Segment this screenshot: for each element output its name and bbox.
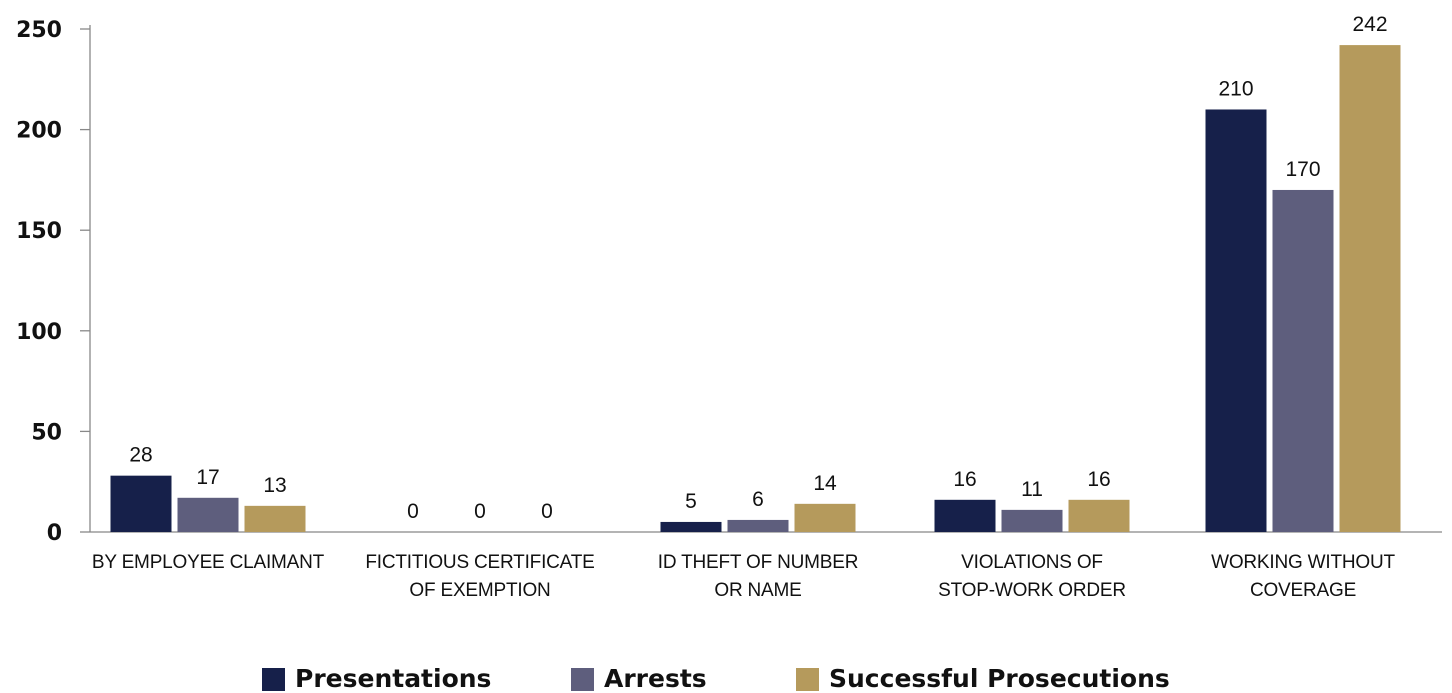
bar-successful-prosecutions xyxy=(1068,499,1130,532)
data-label: 28 xyxy=(129,444,152,467)
y-tick-label: 50 xyxy=(31,420,62,445)
bar-arrests xyxy=(177,497,239,532)
data-label: 11 xyxy=(1021,478,1043,501)
data-label: 242 xyxy=(1352,13,1387,36)
bar-successful-prosecutions xyxy=(794,503,856,532)
x-category-label: WORKING WITHOUT xyxy=(1211,552,1395,573)
bar-successful-prosecutions xyxy=(1339,45,1401,532)
y-tick-label: 250 xyxy=(16,18,62,43)
legend-swatch xyxy=(571,667,594,691)
legend-label: Arrests xyxy=(604,664,707,693)
data-label: 14 xyxy=(813,472,837,495)
data-label: 16 xyxy=(953,468,976,491)
data-label: 13 xyxy=(263,474,286,497)
y-tick-label: 200 xyxy=(16,119,62,144)
x-category-label: ID THEFT OF NUMBER xyxy=(658,552,858,573)
x-category-label: OR NAME xyxy=(714,580,801,601)
y-tick-label: 0 xyxy=(47,521,62,546)
data-label: 17 xyxy=(196,466,219,489)
legend-item: Arrests xyxy=(571,666,707,692)
legend-item: Successful Prosecutions xyxy=(796,666,1170,692)
x-category-label: STOP-WORK ORDER xyxy=(938,580,1126,601)
bar-successful-prosecutions xyxy=(244,505,306,532)
bar-presentations xyxy=(1205,109,1267,532)
bar-presentations xyxy=(660,521,722,532)
legend-label: Presentations xyxy=(295,664,492,693)
x-category-label: COVERAGE xyxy=(1250,580,1356,601)
x-category-label: VIOLATIONS OF xyxy=(961,552,1103,573)
data-label: 16 xyxy=(1087,468,1110,491)
data-label: 0 xyxy=(541,500,553,523)
data-label: 170 xyxy=(1285,158,1320,181)
data-label: 5 xyxy=(685,490,697,513)
x-category-label: FICTITIOUS CERTIFICATE xyxy=(365,552,594,573)
legend-label: Successful Prosecutions xyxy=(829,664,1170,693)
bar-arrests xyxy=(1272,189,1334,532)
legend-swatch xyxy=(796,667,819,691)
data-label: 210 xyxy=(1218,77,1253,100)
data-label: 6 xyxy=(752,488,764,511)
x-category-label: BY EMPLOYEE CLAIMANT xyxy=(92,552,325,573)
bar-presentations xyxy=(934,499,996,532)
legend-swatch xyxy=(262,667,285,691)
data-label: 0 xyxy=(474,500,486,523)
data-label: 0 xyxy=(407,500,419,523)
bar-presentations xyxy=(110,475,172,532)
bar-arrests xyxy=(727,519,789,532)
x-category-label: OF EXEMPTION xyxy=(409,580,550,601)
legend-item: Presentations xyxy=(262,666,491,692)
y-tick-label: 150 xyxy=(16,219,62,244)
y-tick-label: 100 xyxy=(16,320,62,345)
bar-arrests xyxy=(1001,509,1063,532)
